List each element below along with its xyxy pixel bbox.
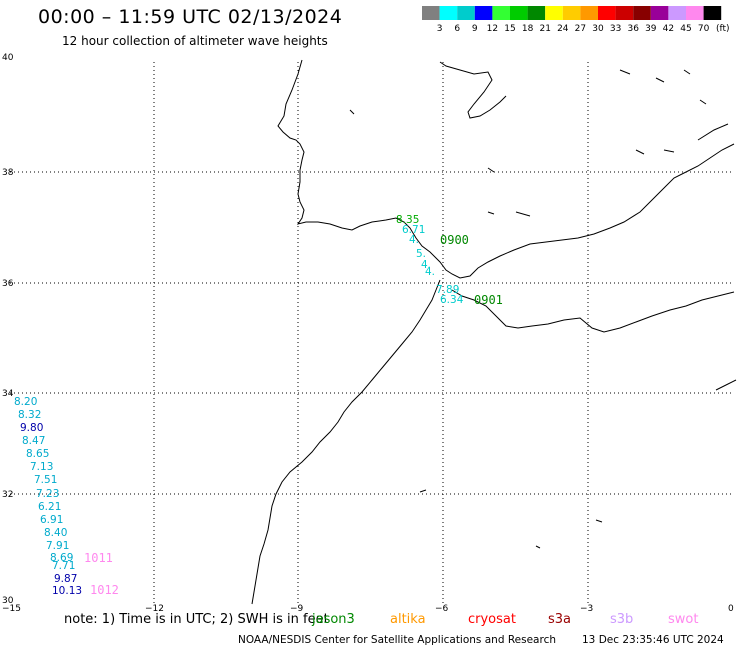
colorbar-tick: 3	[437, 24, 443, 34]
wave-height-label: 4.	[421, 259, 431, 271]
pass-time-label: 0901	[474, 293, 503, 307]
page-title: 00:00 – 11:59 UTC 02/13/2024	[38, 6, 343, 28]
wave-height-label: 10.13	[52, 585, 82, 597]
lon-label: 0	[728, 604, 734, 614]
wave-height-label: 8.47	[22, 435, 45, 447]
colorbar-unit: (ft)	[716, 24, 730, 34]
timestamp: 13 Dec 23:35:46 UTC 2024	[582, 634, 724, 646]
wave-height-label: 4.	[425, 266, 435, 278]
colorbar-swatch	[633, 6, 651, 20]
colorbar-tick: 24	[557, 24, 569, 34]
colorbar-swatch	[668, 6, 686, 20]
wave-height-label: 7.51	[34, 474, 57, 486]
lat-label: 32	[2, 490, 13, 500]
lon-label: −3	[580, 604, 593, 614]
wave-height-label: 7.71	[52, 560, 75, 572]
colorbar-swatch	[686, 6, 704, 20]
wave-height-label: 8.32	[18, 409, 41, 421]
lat-label: 34	[2, 389, 14, 399]
wave-height-label: 7.13	[30, 461, 53, 473]
colorbar-tick: 30	[592, 24, 604, 34]
pass-time-label: 1012	[90, 583, 119, 597]
satellite-altika: altika	[390, 612, 426, 627]
wave-height-label: 6.34	[440, 294, 464, 306]
lon-label: −15	[2, 604, 21, 614]
colorbar-tick: 12	[487, 24, 498, 34]
graticule	[10, 62, 732, 604]
satellite-cryosat: cryosat	[468, 612, 516, 627]
colorbar-swatch	[527, 6, 546, 20]
wave-height-label: 9.87	[54, 573, 77, 585]
colorbar-tick: 9	[472, 24, 478, 34]
colorbar-swatch	[457, 6, 475, 20]
wave-height-label: 8.35	[396, 214, 419, 226]
colorbar-swatch	[615, 6, 634, 20]
colorbar-tick: 27	[575, 24, 586, 34]
credits: NOAA/NESDIS Center for Satellite Applica…	[238, 634, 556, 646]
wave-height-label: 5.	[416, 248, 426, 260]
colorbar-swatch	[510, 6, 528, 20]
colorbar-swatch	[422, 6, 440, 20]
wave-height-label: 7.91	[46, 540, 69, 552]
colorbar-swatch	[545, 6, 563, 20]
colorbar-tick: 42	[663, 24, 674, 34]
coastline	[251, 59, 737, 605]
wave-height-label: 8.40	[44, 527, 67, 539]
colorbar-tick: 6	[454, 24, 460, 34]
satellite-swot: swot	[668, 612, 699, 627]
colorbar-tick: 70	[698, 24, 710, 34]
colorbar-swatch	[562, 6, 581, 20]
lat-label: 38	[2, 168, 14, 178]
colorbar-swatch	[598, 6, 616, 20]
wave-height-label: 4.	[409, 234, 419, 246]
colorbar-swatch	[492, 6, 510, 20]
colorbar-swatch	[650, 6, 669, 20]
satellite-jason3: jason3	[312, 612, 355, 627]
wave-height-label: 8.20	[14, 396, 37, 408]
wave-height-label: 6.21	[38, 501, 61, 513]
wave-height-label: 8.65	[26, 448, 49, 460]
satellite-s3b: s3b	[610, 612, 634, 627]
axis-labels: −15 −12 −9 −6 −3 0 40 38 36 34 32 30	[2, 53, 734, 614]
lat-label: 30	[2, 596, 14, 606]
wave-height-label: 6.71	[402, 224, 425, 236]
wave-height-label: 8.69	[50, 552, 73, 564]
pass-time-label: 0900	[440, 233, 469, 247]
legend-note: note: 1) Time is in UTC; 2) SWH is in fe…	[64, 612, 329, 627]
colorbar-tick: 45	[680, 24, 691, 34]
colorbar-swatch	[703, 6, 722, 20]
colorbar-tick: 39	[645, 24, 657, 34]
lon-label: −6	[435, 604, 449, 614]
lat-label: 36	[2, 279, 14, 289]
wave-height-label: 9.80	[20, 422, 43, 434]
colorbar-tick: 18	[522, 24, 534, 34]
lon-label: −9	[290, 604, 304, 614]
pass-time-label: 1011	[84, 551, 113, 565]
wave-observations: 8.356.714.5.4.4.7.896.348.208.329.808.47…	[14, 214, 464, 597]
colorbar-tick: 21	[539, 24, 550, 34]
wave-height-label: 7.23	[36, 488, 59, 500]
wave-height-colorbar: 3 6 9 12 15 18 21 24 27 30 33 36 39 42 45 70 (ft)	[422, 6, 730, 34]
colorbar-swatch	[439, 6, 458, 20]
lon-label: −12	[145, 604, 164, 614]
wave-height-label: 6.91	[40, 514, 63, 526]
pass-time-labels: 0900 0901 1011 1012	[84, 233, 503, 597]
wave-height-label: 7.89	[436, 284, 459, 296]
colorbar-swatch	[474, 6, 493, 20]
page-subtitle: 12 hour collection of altimeter wave hei…	[62, 34, 328, 48]
colorbar-tick: 15	[504, 24, 515, 34]
colorbar-swatch	[580, 6, 598, 20]
lat-label: 40	[2, 53, 14, 63]
satellite-s3a: s3a	[548, 612, 572, 627]
colorbar-tick: 36	[627, 24, 639, 34]
colorbar-tick: 33	[610, 24, 621, 34]
